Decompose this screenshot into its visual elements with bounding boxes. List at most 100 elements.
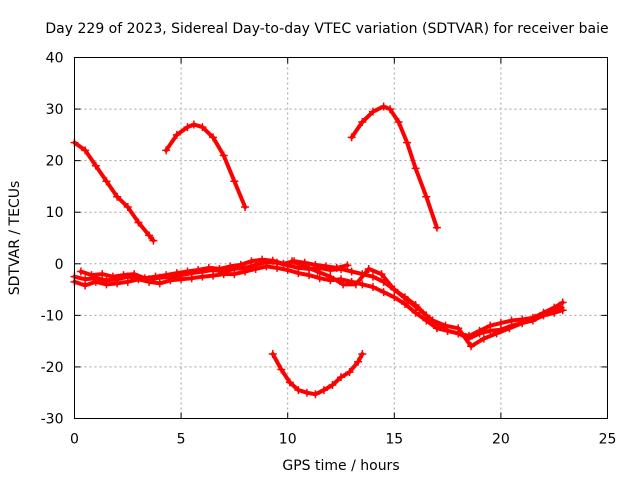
series-arc-4: [268, 350, 367, 399]
series-band-3: [76, 255, 352, 283]
data-point: [287, 257, 296, 266]
x-tick-label: 25: [599, 432, 617, 448]
data-point: [543, 308, 552, 317]
data-point: [81, 146, 90, 155]
data-point: [209, 133, 218, 142]
data-point: [183, 123, 192, 132]
series-trace: [349, 104, 439, 230]
data-point: [91, 277, 100, 286]
data-point: [479, 334, 488, 343]
data-point: [328, 380, 337, 389]
data-point: [311, 260, 320, 269]
data-point: [247, 257, 256, 266]
data-point: [428, 316, 437, 325]
series-trace: [290, 259, 563, 349]
y-tick-label: -30: [41, 412, 64, 428]
data-point: [358, 350, 367, 359]
data-point: [351, 280, 360, 289]
series-arc-1: [70, 138, 158, 245]
plot-frame: [74, 57, 608, 419]
data-point: [123, 277, 132, 286]
data-point: [368, 107, 377, 116]
data-point: [377, 270, 386, 279]
data-point: [400, 300, 409, 309]
data-point: [166, 276, 175, 285]
data-point: [102, 280, 111, 289]
data-point: [322, 262, 331, 271]
data-point: [219, 270, 228, 279]
data-point: [194, 265, 203, 274]
data-point: [81, 281, 90, 290]
data-point: [467, 342, 476, 351]
data-point: [492, 329, 501, 338]
data-point: [258, 255, 267, 264]
data-point: [155, 279, 164, 288]
data-points: [70, 102, 567, 399]
data-point: [172, 269, 181, 278]
series-arc-2: [162, 120, 250, 212]
series-band-4: [287, 257, 565, 351]
data-point: [411, 308, 420, 317]
data-point: [505, 324, 514, 333]
y-tick-label: 10: [46, 205, 64, 221]
data-point: [172, 130, 181, 139]
data-point: [315, 274, 324, 283]
y-axis-label: SDTVAR / TECUs: [7, 181, 23, 296]
data-point: [87, 271, 96, 280]
x-axis-label: GPS time / hours: [282, 458, 399, 474]
data-point: [134, 218, 143, 227]
data-point: [368, 272, 377, 281]
x-tick-label: 5: [177, 432, 186, 448]
data-point: [230, 270, 239, 279]
axis-ticks: 0 5 10 15 20 25 -30 -20 -10 0 10 20 30 40: [41, 51, 617, 448]
data-point: [475, 329, 484, 338]
data-point: [379, 102, 388, 111]
data-point: [403, 295, 412, 304]
y-tick-label: 40: [46, 51, 64, 67]
data-point: [113, 192, 122, 201]
data-point: [294, 269, 303, 278]
data-point: [145, 231, 154, 240]
data-point: [339, 280, 348, 289]
data-point: [518, 319, 527, 328]
data-point: [403, 138, 412, 147]
data-point: [91, 161, 100, 170]
data-point: [386, 105, 395, 114]
data-point: [189, 120, 198, 129]
data-point: [454, 324, 463, 333]
x-tick-label: 10: [279, 432, 297, 448]
x-tick-label: 20: [492, 432, 510, 448]
data-point: [262, 262, 271, 271]
y-tick-label: -10: [41, 308, 64, 324]
data-point: [358, 117, 367, 126]
data-point: [337, 373, 345, 382]
data-point: [354, 357, 363, 366]
data-point: [432, 324, 441, 333]
x-tick-label: 0: [70, 432, 79, 448]
data-point: [198, 123, 207, 132]
data-point: [313, 267, 322, 276]
data-point: [123, 203, 132, 212]
data-point: [364, 264, 373, 273]
data-point: [496, 319, 505, 328]
data-point: [347, 133, 356, 142]
data-point: [343, 261, 352, 270]
data-point: [151, 272, 160, 281]
data-point: [285, 378, 294, 387]
data-point: [76, 267, 85, 276]
data-point: [283, 265, 292, 274]
data-point: [215, 264, 224, 273]
data-point: [277, 365, 286, 374]
data-point: [394, 117, 403, 126]
y-tick-label: 0: [55, 257, 64, 273]
data-point: [486, 326, 495, 335]
data-point: [556, 303, 565, 312]
data-point: [187, 274, 196, 283]
data-point: [130, 270, 139, 279]
data-point: [422, 192, 431, 201]
data-point: [415, 306, 424, 315]
chart-title: Day 229 of 2023, Sidereal Day-to-day VTE…: [45, 21, 608, 37]
data-point: [268, 350, 277, 359]
data-point: [198, 272, 207, 281]
data-point: [273, 263, 282, 272]
